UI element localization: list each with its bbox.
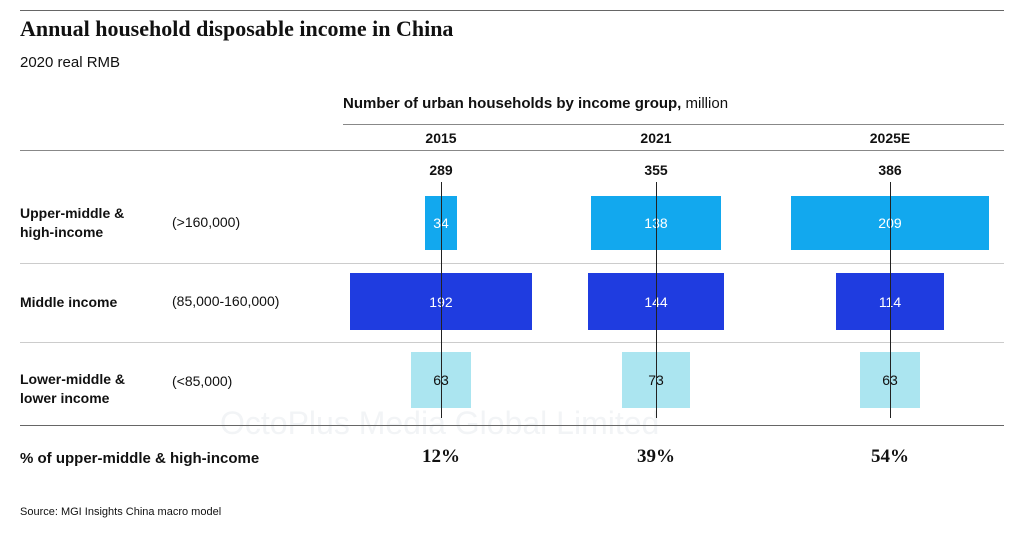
row-label-line: Upper-middle &	[20, 205, 125, 221]
total-label: 289	[429, 162, 453, 178]
bar-value-label: 114	[879, 294, 901, 310]
header-title: Number of urban households by income gro…	[343, 95, 728, 112]
row-label-line: lower income	[20, 390, 110, 406]
total-label: 386	[878, 162, 902, 178]
bar-value-label: 34	[433, 215, 449, 231]
bar-2025E-2: 63	[860, 352, 920, 408]
bar-value-label: 138	[644, 215, 667, 231]
share-value: 39%	[637, 446, 675, 467]
center-line	[890, 182, 891, 418]
chart-subtitle: 2020 real RMB	[20, 54, 121, 71]
header-title-bold: Number of urban households by income gro…	[343, 95, 682, 112]
year-label: 2025E	[869, 130, 911, 146]
bar-2015-0: 34	[424, 196, 458, 250]
bar-2021-1: 144	[587, 273, 725, 330]
row-label-line: high-income	[20, 224, 104, 240]
range-label-middle: (85,000-160,000)	[172, 293, 280, 309]
row-label-lower: Lower-middle & lower income	[20, 370, 125, 408]
center-line	[441, 182, 442, 418]
share-value: 54%	[871, 446, 909, 467]
year-label: 2021	[640, 130, 672, 146]
share-value: 12%	[422, 446, 460, 467]
row-label-upper: Upper-middle & high-income	[20, 204, 124, 242]
total-label: 355	[644, 162, 668, 178]
source-note: Source: MGI Insights China macro model	[20, 506, 222, 518]
year-rule	[20, 150, 1004, 151]
bar-2015-1: 192	[350, 273, 532, 330]
bar-value-label: 63	[433, 372, 449, 388]
top-rule	[20, 10, 1004, 11]
row-label-middle: Middle income	[20, 294, 118, 310]
bar-value-label: 73	[648, 372, 664, 388]
chart-title: Annual household disposable income in Ch…	[20, 16, 454, 41]
bar-2021-2: 73	[621, 352, 691, 408]
bar-2021-0: 138	[590, 196, 722, 250]
bar-value-label: 192	[429, 294, 452, 310]
bottom-rule	[20, 425, 1004, 426]
range-label-lower: (<85,000)	[172, 373, 233, 389]
row-label-line: Lower-middle &	[20, 371, 126, 387]
header-rule	[343, 124, 1004, 125]
bar-value-label: 63	[882, 372, 898, 388]
year-label: 2015	[425, 130, 457, 146]
bar-value-label: 209	[878, 215, 901, 231]
share-label: % of upper-middle & high-income	[20, 450, 260, 467]
header-unit: million	[681, 95, 729, 112]
watermark: OctoPlus Media Global Limited	[220, 405, 660, 441]
bar-2025E-1: 114	[836, 273, 944, 330]
row-divider	[20, 263, 1004, 264]
row-divider	[20, 342, 1004, 343]
bar-2015-2: 63	[411, 352, 471, 408]
bar-2025E-0: 209	[791, 196, 989, 250]
range-label-upper: (>160,000)	[172, 214, 241, 230]
center-line	[656, 182, 657, 418]
bar-value-label: 144	[644, 294, 667, 310]
